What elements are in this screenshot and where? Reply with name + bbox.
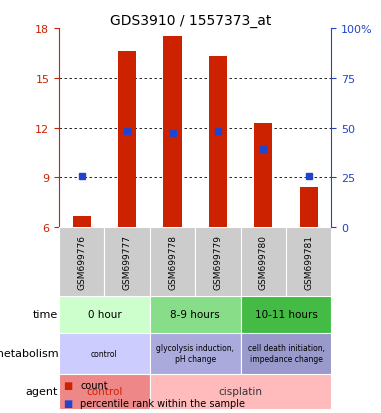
Bar: [59, 333, 150, 374]
Bar: [241, 228, 286, 296]
Text: GSM699777: GSM699777: [123, 234, 132, 289]
Bar: [150, 296, 241, 333]
Text: GSM699779: GSM699779: [213, 234, 223, 289]
Text: metabolism: metabolism: [0, 348, 58, 358]
Text: GSM699776: GSM699776: [77, 234, 86, 289]
Bar: [150, 228, 195, 296]
Text: control: control: [91, 349, 118, 358]
Text: control: control: [86, 386, 123, 396]
Text: GSM699781: GSM699781: [304, 234, 313, 289]
Text: ■: ■: [63, 399, 72, 408]
Text: ■: ■: [63, 380, 72, 390]
Bar: [150, 333, 241, 374]
Bar: [104, 228, 150, 296]
Bar: [195, 228, 241, 296]
Bar: [241, 296, 331, 333]
Text: time: time: [33, 309, 58, 319]
Text: agent: agent: [26, 386, 58, 396]
Text: 8-9 hours: 8-9 hours: [170, 309, 220, 319]
Text: 10-11 hours: 10-11 hours: [255, 309, 317, 319]
Bar: [241, 333, 331, 374]
Bar: [59, 228, 104, 296]
Text: percentile rank within the sample: percentile rank within the sample: [80, 399, 245, 408]
Text: cisplatin: cisplatin: [219, 386, 263, 396]
Bar: [59, 374, 150, 409]
Bar: [150, 374, 331, 409]
Text: glycolysis induction,
pH change: glycolysis induction, pH change: [156, 344, 234, 363]
Bar: [118, 52, 136, 228]
Text: GDS3910 / 1557373_at: GDS3910 / 1557373_at: [110, 14, 271, 28]
Bar: [163, 37, 182, 228]
Text: GSM699778: GSM699778: [168, 234, 177, 289]
Bar: [300, 188, 318, 228]
Bar: [286, 228, 331, 296]
Text: 0 hour: 0 hour: [88, 309, 121, 319]
Bar: [254, 123, 272, 228]
Bar: [59, 296, 150, 333]
Bar: [209, 57, 227, 228]
Bar: [73, 216, 91, 228]
Text: cell death initiation,
impedance change: cell death initiation, impedance change: [248, 344, 325, 363]
Text: GSM699780: GSM699780: [259, 234, 268, 289]
Text: count: count: [80, 380, 108, 390]
